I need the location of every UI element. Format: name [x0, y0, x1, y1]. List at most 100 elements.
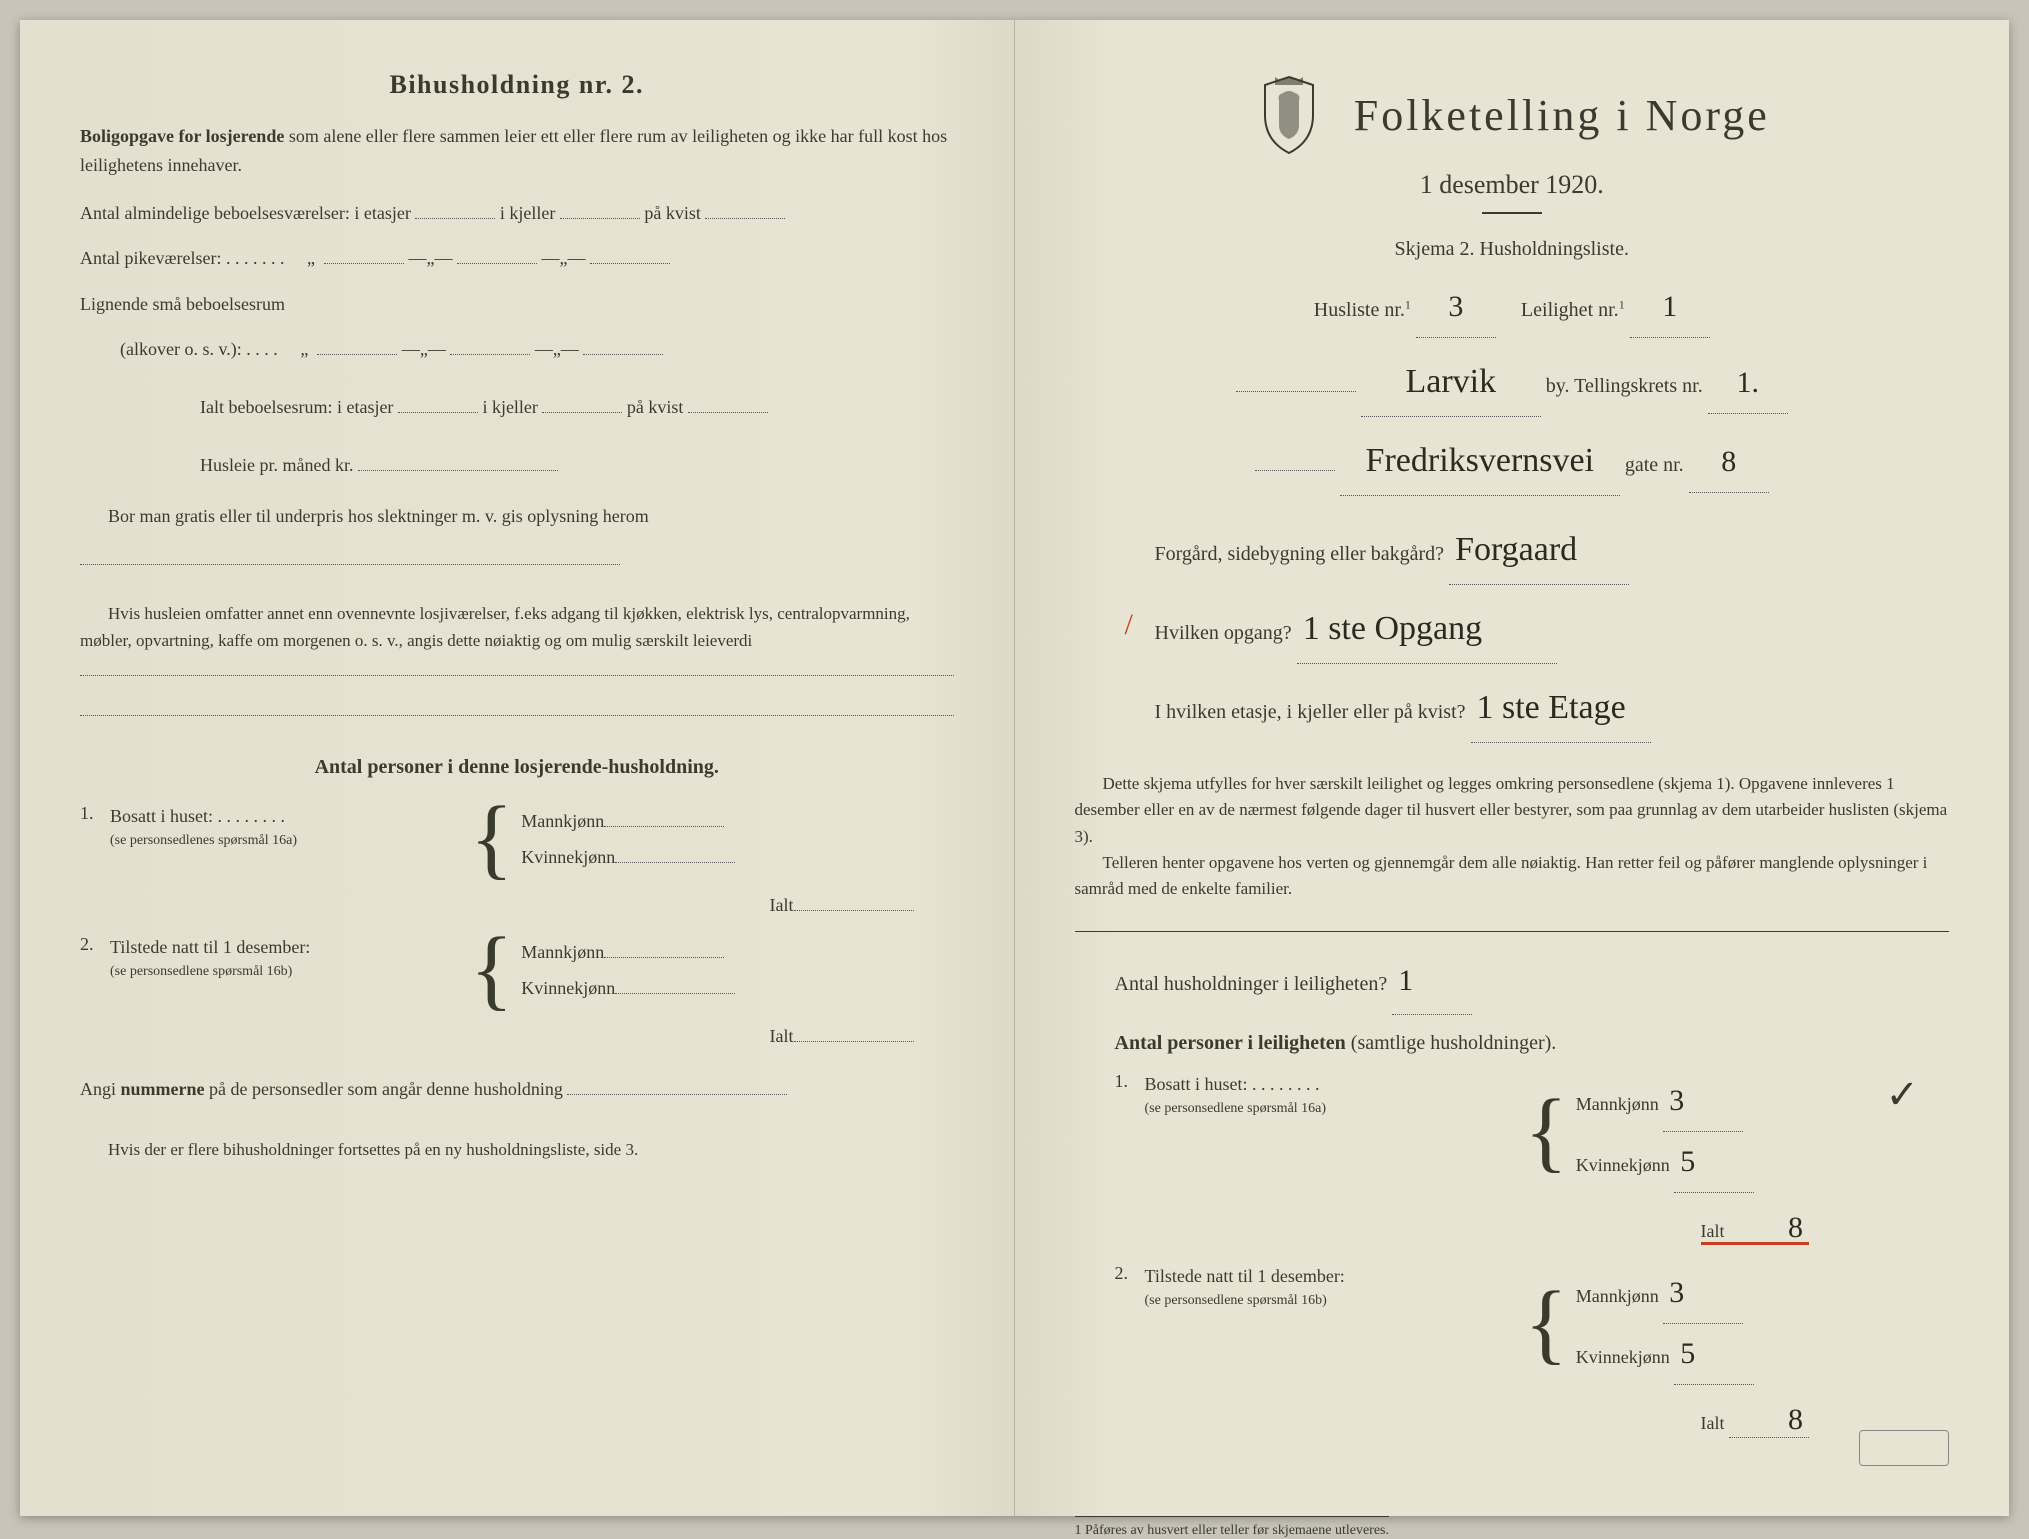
bosatt-k-val: 5 — [1674, 1132, 1754, 1193]
footnote: 1 Påføres av husvert eller teller før sk… — [1075, 1516, 1389, 1539]
left-title: Bihusholdning nr. 2. — [80, 70, 954, 100]
ialt-beboelse-row: Ialt beboelsesrum: i etasjer i kjeller p… — [80, 388, 954, 428]
right-page: Folketelling i Norge 1 desember 1920. Sk… — [1015, 20, 2010, 1516]
title-block: Folketelling i Norge — [1354, 90, 1770, 141]
kvist-label: på kvist — [627, 397, 684, 417]
ialt-row: Ialt 8 — [1115, 1403, 1950, 1438]
opgang-row: / Hvilken opgang? 1 ste Opgang — [1075, 595, 1950, 664]
by-val: Larvik — [1361, 348, 1541, 417]
blank — [415, 201, 495, 219]
blank-line — [80, 660, 954, 676]
blank — [457, 246, 537, 264]
mann-label: Mannkjønn — [521, 942, 604, 962]
instr-p1: Dette skjema utfylles for hver særskilt … — [1075, 771, 1950, 850]
antal-pers-label: Antal personer i leiligheten — [1115, 1032, 1346, 1054]
mann-label: Mannkjønn — [521, 811, 604, 831]
by-row: Larvik by. Tellingskrets nr. 1. — [1075, 348, 1950, 417]
alkover-label: (alkover o. s. v.): . . . . — [120, 339, 278, 359]
ditto: „ — [300, 339, 308, 359]
sup: 1 — [1405, 297, 1411, 311]
leilighet-label: Leilighet nr. — [1521, 299, 1619, 321]
rule — [1075, 931, 1950, 932]
instr-p2: Telleren henter opgavene hos verten og g… — [1075, 850, 1950, 903]
gate-row: Fredriksvernsvei gate nr. 8 — [1075, 427, 1950, 496]
blank — [324, 246, 404, 264]
bor-gratis-row: Bor man gratis eller til underpris hos s… — [80, 495, 954, 581]
left-count-section: 1. Bosatt i huset: . . . . . . . . (se p… — [80, 803, 954, 1047]
blank — [358, 453, 558, 471]
opgang-label: Hvilken opgang? — [1155, 622, 1292, 644]
blank — [794, 1024, 914, 1042]
ialt-row: Ialt — [80, 1024, 954, 1047]
label-text: Tilstede natt til 1 desember: — [1145, 1266, 1345, 1286]
row-num: 1. — [80, 803, 110, 824]
right-count-section: 1. Bosatt i huset: . . . . . . . . (se p… — [1075, 1071, 1950, 1438]
by-suffix: by. Tellingskrets nr. — [1546, 375, 1703, 397]
dash: —„— — [541, 248, 585, 268]
blank — [615, 845, 735, 863]
tilst-ialt-val: 8 — [1729, 1403, 1809, 1438]
dash: —„— — [408, 248, 452, 268]
tilstede-row: 2. Tilstede natt til 1 desember: (se per… — [1115, 1263, 1950, 1385]
blank — [542, 395, 622, 413]
husleie-row: Husleie pr. måned kr. — [80, 446, 954, 486]
label-text: Bosatt i huset: . . . . . . . . — [1145, 1074, 1320, 1094]
bosatt-m-val: 3 — [1663, 1071, 1743, 1132]
bold-fragment: Boligopgave for losjerende — [80, 126, 284, 146]
blank — [688, 395, 768, 413]
skjema-label: Skjema 2. Husholdningsliste. — [1075, 238, 1950, 261]
angi-row: Angi nummerne på de personsedler som ang… — [80, 1077, 954, 1100]
tilstede-label: Tilstede natt til 1 desember: (se person… — [110, 934, 470, 982]
mann-label: Mannkjønn — [1576, 1094, 1659, 1114]
gate-val: Fredriksvernsvei — [1340, 427, 1620, 496]
ialt-label: Ialt — [770, 1026, 794, 1046]
kvinne-label: Kvinnekjønn — [1576, 1155, 1670, 1175]
blank — [583, 337, 663, 355]
header-row: Folketelling i Norge — [1075, 70, 1950, 160]
count-vals: Mannkjønn 3 Kvinnekjønn 5 — [1576, 1263, 1755, 1385]
label-sub: (se personsedlene spørsmål 16b) — [1145, 1290, 1525, 1311]
blank — [567, 1077, 787, 1095]
ditto: „ — [420, 339, 428, 359]
husleie-label: Husleie pr. måned kr. — [200, 455, 353, 475]
left-footer: Hvis der er flere bihusholdninger fortse… — [80, 1140, 954, 1160]
blank — [604, 940, 724, 958]
blank — [398, 395, 478, 413]
label-sub: (se personsedlene spørsmål 16a) — [1145, 1098, 1525, 1119]
blank — [80, 547, 620, 565]
main-title: Folketelling i Norge — [1354, 90, 1770, 141]
bosatt-row: 1. Bosatt i huset: . . . . . . . . (se p… — [80, 803, 954, 875]
row-num: 2. — [80, 934, 110, 955]
left-page: Bihusholdning nr. 2. Boligopgave for los… — [20, 20, 1015, 1516]
blank — [560, 201, 640, 219]
blank-line — [80, 700, 954, 716]
blank — [317, 337, 397, 355]
opgang-val: 1 ste Opgang — [1297, 595, 1557, 664]
label-text: Tilstede natt til 1 desember: — [110, 937, 310, 957]
divider — [1482, 212, 1542, 214]
lignende-row: Lignende små beboelsesrum — [80, 285, 954, 325]
forgard-row: Forgård, sidebygning eller bakgård? Forg… — [1075, 516, 1950, 585]
tilstede-row: 2. Tilstede natt til 1 desember: (se per… — [80, 934, 954, 1006]
ialt-label: Ialt — [1701, 1221, 1725, 1241]
blank — [1236, 372, 1356, 392]
kvinne-label: Kvinnekjønn — [521, 847, 615, 867]
husliste-label: Husliste nr. — [1314, 299, 1405, 321]
count-vals: Mannkjønn 3 Kvinnekjønn 5 — [1576, 1071, 1755, 1193]
etasje-label: I hvilken etasje, i kjeller eller på kvi… — [1155, 701, 1466, 723]
antal-hush-row: Antal husholdninger i leiligheten? 1 — [1075, 948, 1950, 1015]
document-spread: Bihusholdning nr. 2. Boligopgave for los… — [20, 20, 2009, 1516]
kvinne-label: Kvinnekjønn — [1576, 1347, 1670, 1367]
ditto: „ — [307, 248, 315, 268]
row-num: 1. — [1115, 1071, 1145, 1092]
antal-hush-label: Antal husholdninger i leiligheten? — [1115, 973, 1388, 995]
boligopgave-lead: Boligopgave for losjerende som alene ell… — [80, 122, 954, 180]
tilst-k-val: 5 — [1674, 1324, 1754, 1385]
hvis-husleien-note: Hvis husleien omfatter annet enn ovennev… — [80, 600, 954, 654]
label-sub: (se personsedlene spørsmål 16b) — [110, 961, 470, 982]
ialt-row: Ialt 8 — [1115, 1211, 1950, 1245]
etasje-row: I hvilken etasje, i kjeller eller på kvi… — [1075, 674, 1950, 743]
coat-of-arms-icon — [1254, 70, 1324, 160]
bracket-icon: { — [1525, 1288, 1568, 1360]
bracket-icon: { — [470, 934, 513, 1006]
